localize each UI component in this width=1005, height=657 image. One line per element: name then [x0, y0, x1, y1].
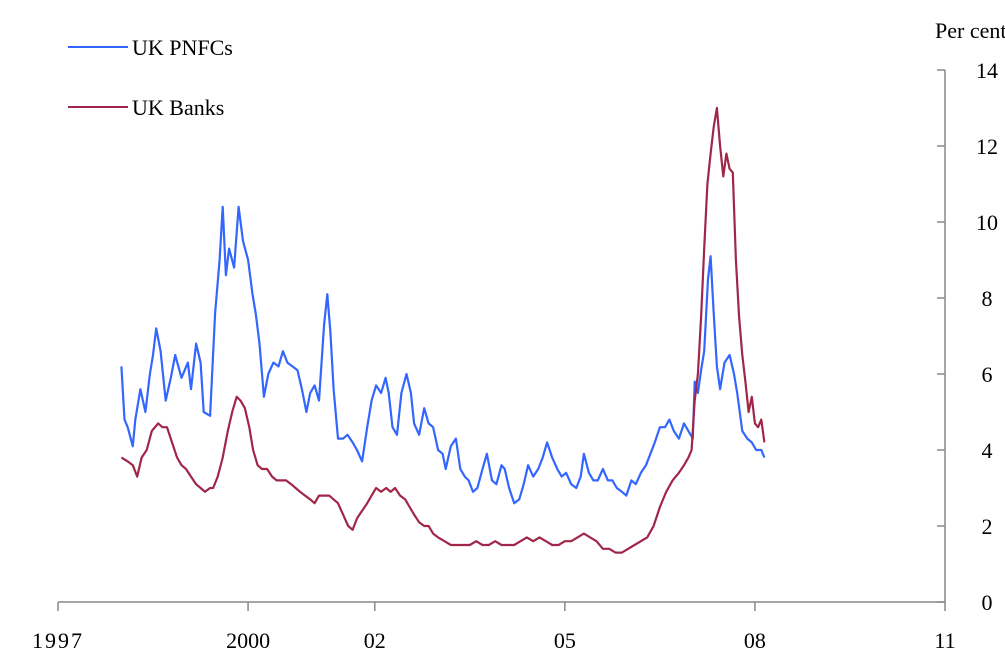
plot-lines — [120, 106, 766, 554]
y-tick-label: 6 — [982, 362, 993, 387]
y-axis-ticks: 0 2 4 6 8 10 12 14 — [937, 58, 998, 615]
y-tick-label: 2 — [982, 514, 993, 539]
x-tick-label: 11 — [934, 628, 955, 653]
legend-label-pnfcs: UK PNFCs — [132, 35, 233, 60]
legend-label-banks: UK Banks — [132, 95, 224, 120]
x-tick-label: 1997 — [32, 628, 84, 653]
series-line-uk-banks — [120, 106, 766, 554]
x-tick-label: 02 — [364, 628, 386, 653]
y-tick-label: 10 — [976, 210, 998, 235]
y-tick-label: 12 — [976, 134, 998, 159]
y-axis-unit-label: Per cent — [935, 18, 1005, 43]
x-tick-label: 2000 — [226, 628, 270, 653]
y-tick-label: 14 — [976, 58, 998, 83]
y-tick-label: 0 — [982, 590, 993, 615]
y-tick-label: 8 — [982, 286, 993, 311]
x-tick-label: 05 — [554, 628, 576, 653]
x-axis-ticks: 1997 2000 02 05 08 11 — [32, 602, 956, 653]
series-line-uk-pnfcs — [120, 205, 766, 505]
y-tick-label: 4 — [982, 438, 993, 463]
legend: UK PNFCs UK Banks — [68, 35, 233, 120]
x-tick-label: 08 — [744, 628, 766, 653]
